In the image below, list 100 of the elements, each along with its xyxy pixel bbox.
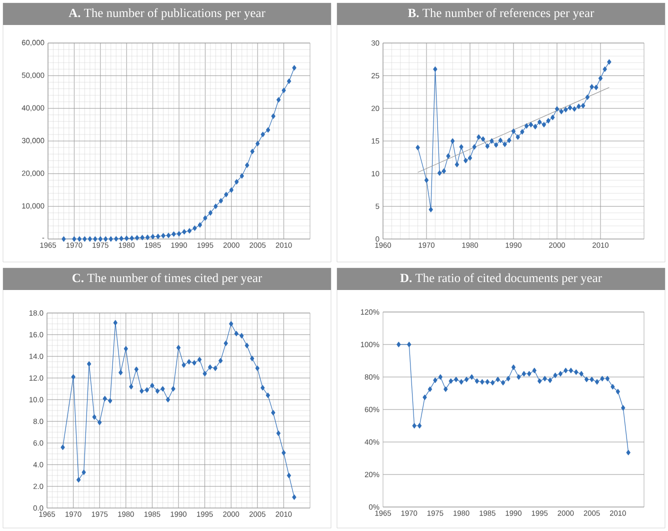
point — [516, 374, 521, 380]
point — [208, 210, 213, 216]
point — [528, 122, 533, 128]
point — [214, 204, 218, 210]
point — [130, 235, 134, 241]
point — [208, 364, 212, 370]
point — [542, 376, 547, 382]
point — [511, 128, 516, 134]
point — [548, 378, 552, 383]
chart-title: A. The number of publications per year — [68, 8, 266, 20]
point — [607, 59, 612, 65]
point — [250, 356, 254, 362]
point — [422, 394, 427, 400]
point — [108, 236, 113, 242]
point — [433, 66, 438, 72]
point — [568, 368, 574, 374]
point — [579, 371, 584, 376]
point — [584, 376, 589, 382]
point — [594, 84, 598, 90]
point — [144, 387, 150, 393]
point — [610, 384, 615, 390]
point — [88, 236, 92, 242]
point — [444, 386, 448, 392]
point — [598, 76, 603, 81]
point — [572, 106, 576, 112]
point — [266, 392, 270, 398]
point — [98, 420, 102, 426]
point — [448, 378, 453, 384]
point — [176, 344, 181, 350]
point — [454, 162, 460, 168]
point — [474, 378, 480, 384]
point — [134, 235, 140, 241]
point — [468, 155, 472, 161]
point — [292, 65, 296, 71]
point — [428, 386, 432, 392]
point — [229, 187, 234, 193]
point — [550, 114, 555, 120]
point — [166, 232, 171, 238]
point — [459, 379, 464, 385]
point — [282, 450, 286, 456]
point — [192, 360, 196, 366]
point — [600, 376, 604, 382]
point — [626, 450, 630, 456]
point — [213, 366, 218, 371]
point — [60, 444, 65, 450]
point — [496, 376, 500, 382]
point — [72, 236, 76, 242]
point — [62, 236, 66, 242]
point — [542, 122, 546, 128]
point — [129, 384, 134, 390]
point — [438, 374, 443, 380]
point — [155, 388, 160, 394]
point — [511, 364, 516, 370]
point — [260, 132, 265, 138]
point — [224, 340, 228, 346]
point — [450, 138, 455, 144]
point — [182, 229, 186, 235]
point — [464, 376, 469, 382]
point — [176, 231, 182, 236]
point — [266, 127, 270, 133]
point — [108, 398, 112, 404]
point — [621, 405, 626, 411]
point — [564, 106, 568, 112]
point — [240, 173, 244, 179]
point — [590, 84, 594, 90]
point — [507, 138, 512, 144]
point — [118, 370, 123, 376]
point — [160, 386, 165, 392]
point — [202, 370, 207, 376]
point — [92, 414, 96, 420]
point — [554, 106, 560, 112]
point — [255, 366, 260, 371]
point — [568, 104, 572, 110]
point — [532, 368, 536, 374]
point — [114, 236, 118, 242]
point — [516, 134, 520, 140]
point — [166, 396, 170, 402]
point — [156, 234, 160, 240]
point — [416, 144, 420, 150]
point — [113, 320, 118, 326]
point — [564, 368, 568, 374]
point — [161, 233, 166, 238]
point — [412, 423, 416, 428]
point — [480, 379, 484, 385]
point — [224, 192, 228, 198]
point — [485, 379, 490, 385]
point — [494, 142, 498, 148]
point — [286, 78, 292, 84]
point — [260, 385, 265, 390]
point — [464, 158, 468, 164]
point — [82, 236, 87, 242]
point — [605, 376, 610, 382]
point — [533, 124, 538, 130]
point — [480, 136, 486, 142]
point — [470, 374, 474, 380]
point — [256, 140, 260, 146]
point — [124, 346, 128, 352]
point — [203, 215, 208, 221]
point — [292, 494, 296, 500]
point — [71, 374, 76, 380]
